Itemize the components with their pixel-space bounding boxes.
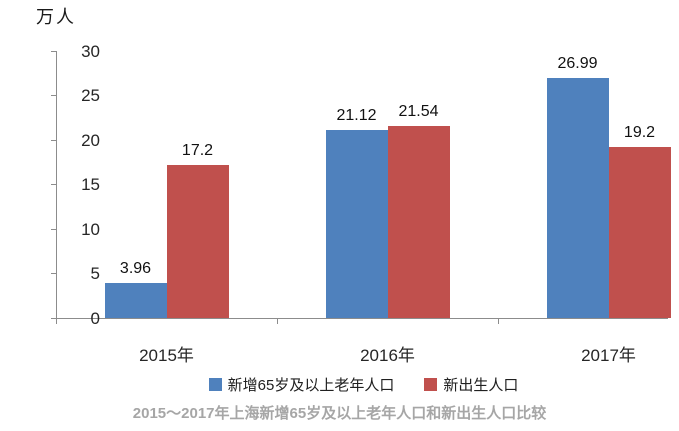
- y-axis-tick-label-20: 20: [81, 130, 100, 150]
- x-axis-tick-2: [498, 318, 499, 324]
- y-axis-tick-0: [51, 317, 57, 319]
- legend-item-newborn: 新出生人口: [424, 374, 518, 395]
- bar-series1-2017年: [546, 78, 609, 318]
- y-axis-line: [56, 51, 57, 324]
- bar-series2-2016年: [387, 126, 450, 318]
- bar-value-label-series2-2015年: 17.2: [181, 142, 214, 159]
- x-axis-tick-1: [277, 318, 278, 324]
- bar-series1-2015年: [104, 283, 167, 318]
- bar-value-label-series1-2017年: 26.99: [557, 55, 598, 72]
- y-axis-unit-label: 万人: [36, 7, 76, 27]
- bar-series2-2017年: [608, 147, 671, 318]
- y-axis-tick-25: [51, 95, 57, 96]
- legend-swatch-elderly: [208, 378, 222, 391]
- chart-legend: 新增65岁及以上老年人口 新出生人口: [0, 374, 679, 395]
- y-axis-tick-20: [51, 139, 57, 141]
- y-axis-tick-label-30: 30: [81, 41, 100, 61]
- bar-value-label-series1-2015年: 3.96: [119, 260, 152, 277]
- legend-item-elderly: 新增65岁及以上老年人口: [208, 374, 395, 395]
- plot-area: 0 5 10 15 20 25 30 3.96 17.2 2015年 21.12 21.54 2016年…: [51, 43, 672, 365]
- y-axis-tick-label-5: 5: [90, 264, 100, 283]
- y-axis-tick-label-15: 15: [81, 175, 100, 194]
- bar-series1-2016年: [325, 130, 388, 318]
- y-axis-tick-15: [51, 184, 57, 185]
- x-axis-line: [56, 318, 668, 319]
- y-axis-tick-5: [51, 273, 57, 274]
- y-axis-tick-label-10: 10: [81, 219, 100, 239]
- y-axis-tick-label-0: 0: [90, 308, 100, 328]
- legend-swatch-newborn: [424, 378, 438, 391]
- x-axis-category-label-2016年: 2016年: [360, 346, 415, 365]
- x-axis-category-label-2017年: 2017年: [581, 346, 636, 365]
- bar-value-label-series1-2016年: 21.12: [336, 107, 377, 124]
- legend-label-newborn: 新出生人口: [443, 377, 519, 394]
- legend-label-elderly: 新增65岁及以上老年人口: [227, 377, 395, 394]
- chart-caption: 2015～2017年上海新增65岁及以上老年人口和新出生人口比较: [132, 405, 547, 422]
- y-axis-tick-10: [51, 228, 57, 230]
- bar-series2-2015年: [166, 165, 229, 318]
- bar-value-label-series2-2017年: 19.2: [623, 124, 656, 141]
- bar-value-label-series2-2016年: 21.54: [398, 103, 439, 120]
- y-axis-tick-label-25: 25: [81, 86, 100, 105]
- y-axis-tick-30: [51, 50, 57, 52]
- x-axis-category-label-2015年: 2015年: [139, 346, 194, 365]
